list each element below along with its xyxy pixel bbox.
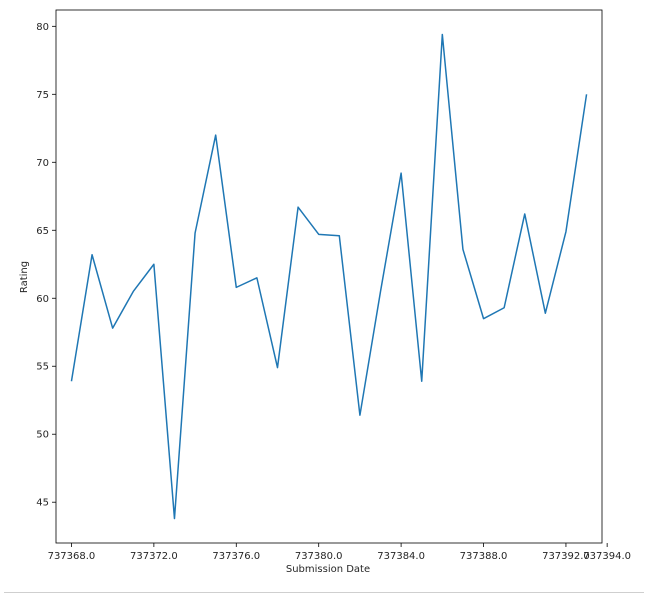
y-tick-label: 65 — [36, 226, 49, 237]
y-tick-label: 50 — [36, 430, 49, 441]
y-tick-label: 45 — [36, 498, 49, 509]
cell-divider — [4, 592, 644, 593]
y-tick-label: 70 — [36, 158, 49, 169]
x-tick-label: 737380.0 — [295, 551, 343, 562]
y-tick-label: 60 — [36, 294, 49, 305]
y-axis-title-group: Rating — [19, 261, 30, 293]
x-axis-title: Submission Date — [286, 564, 370, 575]
series-group — [70, 33, 588, 520]
x-tick-label: 737392.0 — [542, 551, 590, 562]
x-tick-label: 737384.0 — [377, 551, 425, 562]
x-tick-label: 737376.0 — [212, 551, 260, 562]
y-axis-title: Rating — [19, 261, 30, 293]
y-axis-ticks: 45 50 55 60 65 70 75 80 — [36, 22, 56, 509]
plot-frame — [55, 9, 603, 544]
series-line — [70, 33, 588, 520]
y-tick-label: 80 — [36, 22, 49, 33]
x-tick-label: 737394.0 — [583, 551, 631, 562]
x-tick-label: 737368.0 — [48, 551, 96, 562]
x-axis-ticks: 737368.0 737372.0 737376.0 737380.0 737384.0… — [48, 543, 631, 562]
y-tick-label: 75 — [36, 90, 49, 101]
y-tick-label: 55 — [36, 362, 49, 373]
x-tick-label: 737388.0 — [460, 551, 508, 562]
x-tick-label: 737372.0 — [130, 551, 178, 562]
